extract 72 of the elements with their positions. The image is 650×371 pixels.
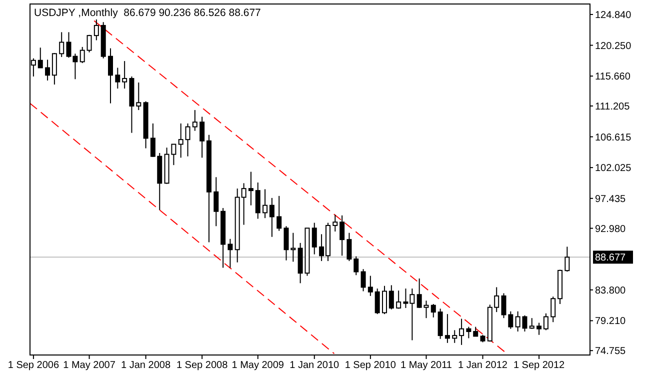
candlestick	[284, 226, 289, 261]
candlestick	[396, 290, 402, 310]
x-tick-label: 1 Jan 2008	[121, 360, 171, 371]
candlestick	[94, 18, 99, 41]
candlestick	[262, 188, 268, 219]
candlestick	[501, 292, 506, 319]
candlestick	[276, 195, 282, 232]
candlestick	[550, 296, 556, 323]
candlestick	[354, 256, 359, 276]
candlestick	[228, 238, 233, 268]
chart-title: USDJPY ,Monthly 86.679 90.236 86.526 88.677	[34, 7, 262, 19]
candlestick	[136, 82, 142, 111]
candlestick	[374, 288, 380, 315]
candlestick	[529, 318, 534, 330]
candlestick	[178, 122, 184, 158]
candlestick	[459, 318, 464, 346]
x-tick-label: 1 Sep 2008	[176, 360, 228, 371]
x-tick-label: 1 Sep 2006	[8, 360, 60, 371]
y-tick-label: 111.205	[595, 101, 630, 112]
candlestick	[86, 34, 92, 53]
y-tick-label: 120.250	[595, 40, 632, 52]
y-tick-label: 74.755	[595, 346, 626, 358]
candlestick	[508, 310, 514, 330]
candlestick	[543, 312, 548, 331]
candlestick	[430, 303, 436, 318]
candlestick	[122, 60, 128, 90]
candlestick	[536, 322, 542, 336]
y-tick-label: 102.025	[595, 163, 632, 174]
candlestick	[368, 275, 373, 296]
candlestick	[312, 222, 317, 255]
candlestick	[388, 284, 394, 310]
x-tick-label: 1 May 2007	[63, 360, 116, 371]
y-tick-label: 124.840	[595, 10, 632, 21]
candlestick	[382, 285, 387, 315]
candlestick	[38, 47, 43, 68]
candlestick	[214, 176, 219, 227]
candlestick	[340, 214, 345, 256]
candlestick	[360, 268, 366, 292]
x-tick-label: 1 Sep 2012	[513, 360, 566, 371]
ref-line-label: 88.677	[595, 252, 626, 264]
candlestick	[108, 48, 113, 104]
candlestick	[59, 32, 64, 58]
candlestick	[466, 326, 472, 339]
candlestick	[185, 122, 190, 157]
x-tick-label: 1 Sep 2010	[344, 360, 396, 371]
candlestick	[200, 116, 205, 158]
x-tick-label: 1 Jan 2012	[458, 360, 508, 371]
candlestick	[290, 232, 296, 262]
x-tick-label: 1 May 2009	[232, 360, 284, 371]
candlestick	[438, 308, 443, 340]
candlestick	[346, 232, 352, 262]
y-tick-label: 97.435	[595, 194, 626, 205]
candlestick	[332, 214, 338, 232]
y-tick-label: 92.980	[595, 224, 626, 235]
candlestick	[80, 46, 85, 64]
candlestick	[115, 67, 120, 90]
candlestick	[45, 59, 50, 82]
candlestick	[52, 52, 57, 86]
candlestick	[444, 314, 450, 344]
x-tick-label: 1 May 2011	[400, 360, 452, 371]
candlestick	[269, 197, 274, 238]
candlestick	[248, 171, 254, 206]
candlestick	[255, 182, 260, 220]
y-tick-label: 115.660	[595, 72, 631, 83]
y-tick-label: 83.800	[595, 285, 626, 296]
x-tick-label: 1 Jan 2010	[290, 360, 340, 371]
y-tick-label: 106.615	[595, 132, 632, 144]
candlestick	[452, 330, 458, 344]
y-tick-label: 79.210	[595, 316, 626, 328]
candlestick	[473, 326, 478, 337]
candlestick	[564, 246, 570, 272]
candlestick	[192, 110, 198, 132]
